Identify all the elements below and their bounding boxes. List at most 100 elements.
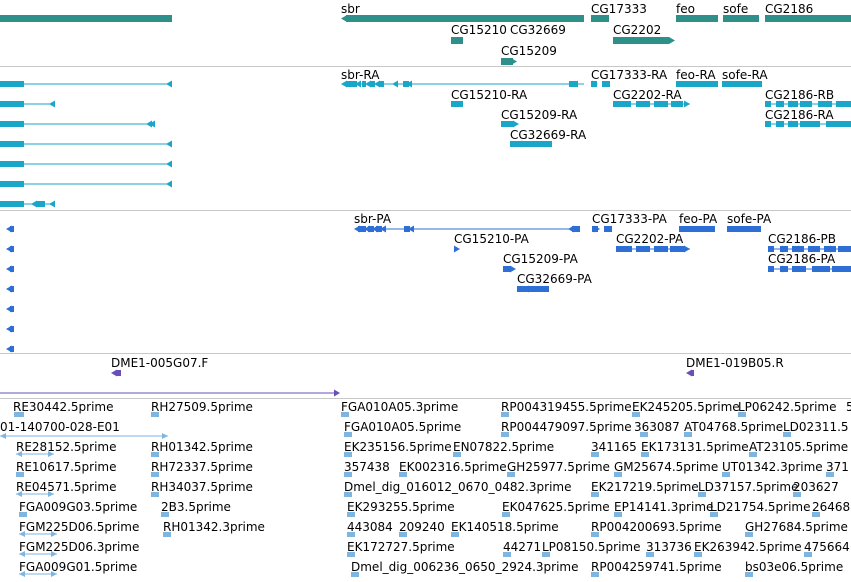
est-label[interactable]: RH01342.5prime [151,440,253,454]
est-label[interactable]: 313736 [646,540,692,554]
protein-label[interactable]: CG2202-PA [616,232,684,246]
transcript-label[interactable]: CG15209-RA [501,108,578,122]
est-label[interactable]: FGA010A05.5prime [344,420,462,434]
est-label[interactable]: 371 [826,460,849,474]
est-label[interactable]: LP06242.5prime [738,400,837,414]
transcript-exon [826,121,851,127]
est-label[interactable]: 01-140700-028-E01 [0,420,120,434]
est-arrow [16,491,22,497]
est-label[interactable]: bs03e06.5prime [745,560,844,574]
gene-label[interactable]: CG15209 [501,44,557,58]
est-label[interactable]: GH27684.5prime [745,520,848,534]
est-label[interactable]: UT01342.3prime [722,460,823,474]
transcript-label[interactable]: CG2186-RA [765,108,834,122]
protein-label[interactable]: CG2186-PA [768,252,836,266]
protein-arrow [830,245,836,253]
est-label[interactable]: AT23105.5prime [749,440,849,454]
est-label[interactable]: EK140518.5prime [451,520,559,534]
est-label[interactable]: RE10617.5prime [16,460,117,474]
transcript-label[interactable]: CG15210-RA [451,88,528,102]
est-label[interactable]: 363087 [634,420,680,434]
est-label[interactable]: AT04768.5prime [684,420,784,434]
clone-label[interactable]: DME1-019B05.R [686,356,784,370]
est-label[interactable]: EK217219.5prime [591,480,699,494]
protein-label[interactable]: CG32669-PA [517,272,592,286]
transcript-label[interactable]: CG2186-RB [765,88,835,102]
est-label[interactable]: RE30442.5prime [13,400,114,414]
est-label[interactable]: FGM225D06.5prime [19,520,140,534]
est-label[interactable]: RH34037.5prime [151,480,253,494]
est-label[interactable]: GH25977.5prime [507,460,610,474]
est-label[interactable]: RP004479097.5prime [501,420,632,434]
est-label[interactable]: EN07822.5prime [453,440,555,454]
transcript-exon [676,81,718,87]
protein-label[interactable]: CG15209-PA [503,252,578,266]
est-label[interactable]: 2B3.5prime [161,500,231,514]
protein-label[interactable]: sofe-PA [727,212,772,226]
est-label[interactable]: EK002316.5prime [399,460,507,474]
est-label[interactable]: RH72337.5prime [151,460,253,474]
transcript-label[interactable]: CG32669-RA [510,128,587,142]
gene-label[interactable]: sbr [341,2,360,16]
transcript-arrow [365,80,371,88]
gene-label[interactable]: CG15210 [451,23,507,37]
est-label[interactable]: RH01342.3prime [163,520,265,534]
est-label[interactable]: RE28152.5prime [16,440,117,454]
est-label[interactable]: LD02311.5 [783,420,849,434]
est-label[interactable]: 475664 [804,540,850,554]
est-label[interactable]: EK172727.5prime [347,540,455,554]
gene-label[interactable]: feo [676,2,695,16]
est-label[interactable]: LD21754.5prime [710,500,811,514]
est-label[interactable]: RE04571.5prime [16,480,117,494]
gene-label[interactable]: CG2202 [613,23,662,37]
est-glyph [14,412,24,417]
est-label[interactable]: RP004259741.5prime [591,560,722,574]
transcript-label[interactable]: sbr-RA [341,68,380,82]
est-label[interactable]: GM25674.5prime [614,460,719,474]
est-label[interactable]: LP08150.5prime [542,540,641,554]
est-label[interactable]: EK263942.5prime [694,540,802,554]
clone-label[interactable]: DME1-005G07.F [111,356,209,370]
est-glyph [507,472,515,477]
transcript-label[interactable]: CG2202-RA [613,88,682,102]
est-label[interactable]: FGM225D06.3prime [19,540,140,554]
est-label[interactable]: LD37157.5prime [698,480,799,494]
protein-label[interactable]: feo-PA [679,212,718,226]
est-label[interactable]: Dmel_dig_006236_0650_2924.3prime [351,560,579,574]
gene-label[interactable]: CG17333 [591,2,647,16]
est-label[interactable]: RP004200693.5prime [591,520,722,534]
est-label[interactable]: EP14141.3prime [614,500,714,514]
est-label[interactable]: FGA010A05.3prime [341,400,459,414]
est-label[interactable]: Dmel_dig_016012_0670_0482.3prime [344,480,572,494]
est-label[interactable]: EK293255.5prime [347,500,455,514]
protein-exon [792,266,806,272]
gene-label[interactable]: sofe [723,2,749,16]
est-label[interactable]: EK047625.5prime [502,500,610,514]
protein-exon [636,246,650,252]
transcript-label[interactable]: feo-RA [676,68,716,82]
est-label[interactable]: EK173131.5prime [641,440,749,454]
est-label[interactable]: EK235156.5prime [344,440,452,454]
est-label[interactable]: RH27509.5prime [151,400,253,414]
est-label[interactable]: FGA009G01.5prime [19,560,138,574]
est-label[interactable]: 443084 [347,520,393,534]
gene-label[interactable]: CG2186 [765,2,814,16]
est-label[interactable]: 209240 [399,520,445,534]
est-label[interactable]: EK245205.5prime [632,400,740,414]
est-label[interactable]: 203627 [793,480,839,494]
protein-label[interactable]: CG17333-PA [592,212,667,226]
protein-label[interactable]: sbr-PA [354,212,392,226]
est-label[interactable]: 341165 [591,440,637,454]
est-label[interactable]: FGA009G03.5prime [19,500,138,514]
est-label[interactable]: 44271 [503,540,542,554]
transcript-label[interactable]: CG17333-RA [591,68,668,82]
est-label[interactable]: 26468 [812,500,851,514]
transcript-label[interactable]: sofe-RA [722,68,768,82]
protein-label[interactable]: CG15210-PA [454,232,529,246]
est-label[interactable]: 357438 [344,460,390,474]
est-label[interactable]: RP004319455.5prime [501,400,632,414]
est-label[interactable]: 5 [846,400,851,414]
gene-label[interactable]: CG32669 [510,23,566,37]
protein-label[interactable]: CG2186-PB [768,232,837,246]
